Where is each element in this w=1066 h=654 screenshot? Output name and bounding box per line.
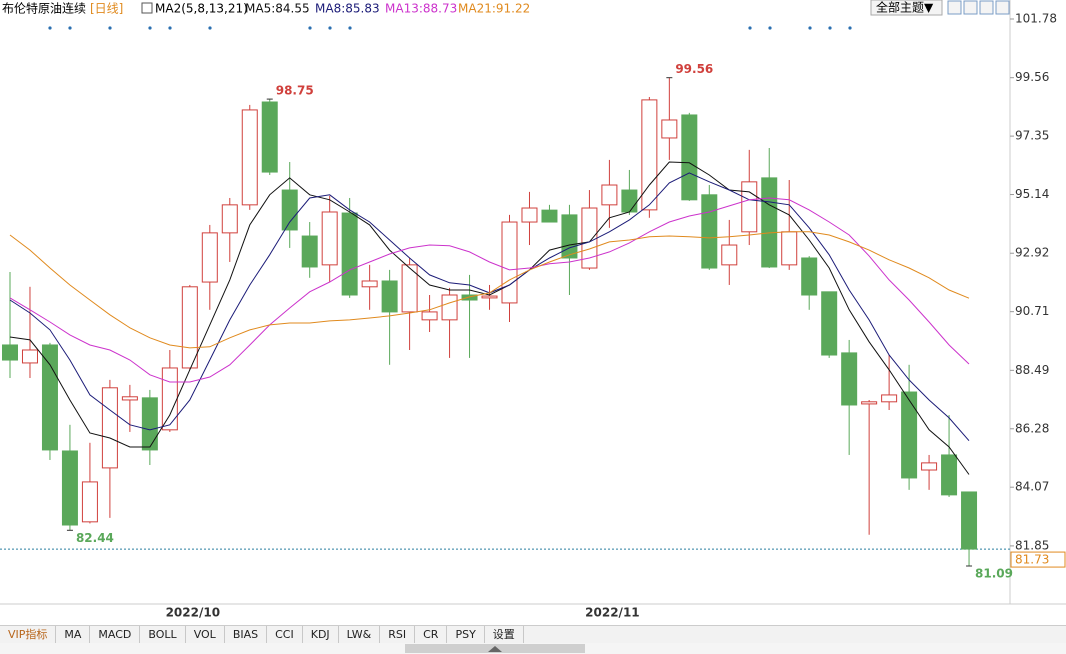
candle-body (41, 344, 58, 451)
candle-body (921, 462, 938, 471)
candle-body (221, 204, 238, 234)
x-tick-label: 2022/11 (585, 606, 639, 620)
candle-body (101, 387, 118, 469)
candle-body (681, 114, 698, 201)
y-tick-label: 88.49 (1015, 363, 1049, 377)
tab[interactable]: KDJ (303, 626, 339, 643)
theme-button-label[interactable]: 全部主题▼ (876, 0, 934, 15)
candle-body (501, 221, 518, 304)
candle-body (381, 280, 398, 313)
candle-body (641, 99, 658, 211)
legend-entry: MA5:84.55 (245, 2, 310, 16)
chart: 布伦特原油连续 [日线] MA2(5,8,13,21) 全部主题▼ MA5:84… (0, 0, 1066, 620)
tab[interactable]: LW& (339, 626, 381, 643)
y-tick-label: 92.92 (1015, 246, 1049, 260)
candle-body (521, 207, 538, 223)
y-tick-label: 90.71 (1015, 304, 1049, 318)
indicator-tabs: VIP指标 MA MACD BOLL VOL BIAS CCI KDJ LW& RSI CR PSY 设… (0, 625, 1066, 643)
y-tick-label: 86.28 (1015, 421, 1049, 435)
candle-body (421, 311, 438, 321)
candle-body (721, 244, 738, 266)
extreme-label: 99.56 (675, 62, 713, 76)
candle-body (961, 491, 978, 550)
candle-body (141, 397, 158, 451)
candle-body (481, 295, 498, 299)
candle-body (741, 181, 758, 233)
extreme-label: 98.75 (276, 84, 314, 98)
legend-entry: MA13:88.73 (385, 2, 457, 16)
candle-body (461, 294, 478, 301)
candle-body (301, 235, 318, 268)
period: [日线] (90, 2, 123, 16)
y-tick-label: 81.85 (1015, 538, 1049, 552)
legend-entry: MA8:85.83 (315, 2, 380, 16)
candle-body (201, 232, 218, 283)
candle-body (121, 396, 138, 401)
candle-body (161, 367, 178, 431)
y-tick-label: 97.35 (1015, 129, 1049, 143)
candle-body (821, 291, 838, 356)
candle-body (181, 286, 198, 369)
ma-line (9, 161, 970, 475)
candle-body (941, 454, 958, 496)
candle-body (801, 257, 818, 296)
y-tick-label: 99.56 (1015, 70, 1049, 84)
indicator: MA2(5,8,13,21) (155, 2, 248, 16)
extreme-label: 82.44 (76, 531, 114, 545)
candle-body (901, 391, 918, 479)
tool-icons[interactable] (947, 0, 1010, 15)
ma-line (9, 197, 970, 383)
event-markers (48, 26, 852, 30)
tab[interactable]: BOLL (140, 626, 186, 643)
candle-body (21, 349, 38, 364)
candle-body (761, 177, 778, 268)
x-tick-label: 2022/10 (166, 606, 220, 620)
candle-body (281, 189, 298, 231)
ma-line (9, 231, 970, 349)
tab[interactable]: 设置 (485, 626, 524, 643)
indicator-icon[interactable] (141, 2, 153, 14)
y-tick-label: 101.78 (1015, 11, 1057, 25)
y-tick-label: 84.07 (1015, 480, 1049, 494)
tab[interactable]: CCI (267, 626, 303, 643)
scrollbar[interactable] (0, 643, 1066, 654)
tab[interactable]: VOL (186, 626, 225, 643)
tab[interactable]: CR (415, 626, 448, 643)
candle-body (661, 119, 678, 139)
candle-body (601, 184, 618, 206)
y-tick-label: 95.14 (1015, 187, 1049, 201)
candle-body (441, 294, 458, 321)
candle-body (61, 450, 78, 526)
theme-button[interactable] (870, 0, 943, 16)
candle-body (401, 264, 418, 313)
tab[interactable]: BIAS (225, 626, 268, 643)
candle-body (881, 394, 898, 403)
scroll-arrow[interactable] (485, 643, 505, 654)
candle-body (841, 352, 858, 406)
tab[interactable]: MA (56, 626, 91, 643)
tab[interactable]: MACD (90, 626, 141, 643)
candle-body (541, 209, 558, 223)
candle-body (241, 109, 258, 206)
candle-body (341, 212, 358, 296)
legend-entry: MA21:91.22 (458, 2, 530, 16)
candle-body (861, 401, 878, 405)
candle-body (561, 214, 578, 259)
tab[interactable]: RSI (380, 626, 416, 643)
tab[interactable]: VIP指标 (0, 626, 57, 643)
candle-body (361, 280, 378, 288)
last-price-label: 81.73 (1015, 553, 1049, 567)
candle-body (781, 231, 798, 266)
candle-body (701, 194, 718, 269)
candle-body (621, 189, 638, 213)
candle-body (2, 344, 18, 361)
candle-body (261, 101, 278, 173)
candle-body (81, 481, 98, 523)
candle-body (321, 211, 338, 266)
title: 布伦特原油连续 (2, 1, 86, 16)
extreme-label: 81.09 (975, 566, 1013, 580)
tab[interactable]: PSY (447, 626, 485, 643)
last-price-box (1010, 551, 1066, 568)
